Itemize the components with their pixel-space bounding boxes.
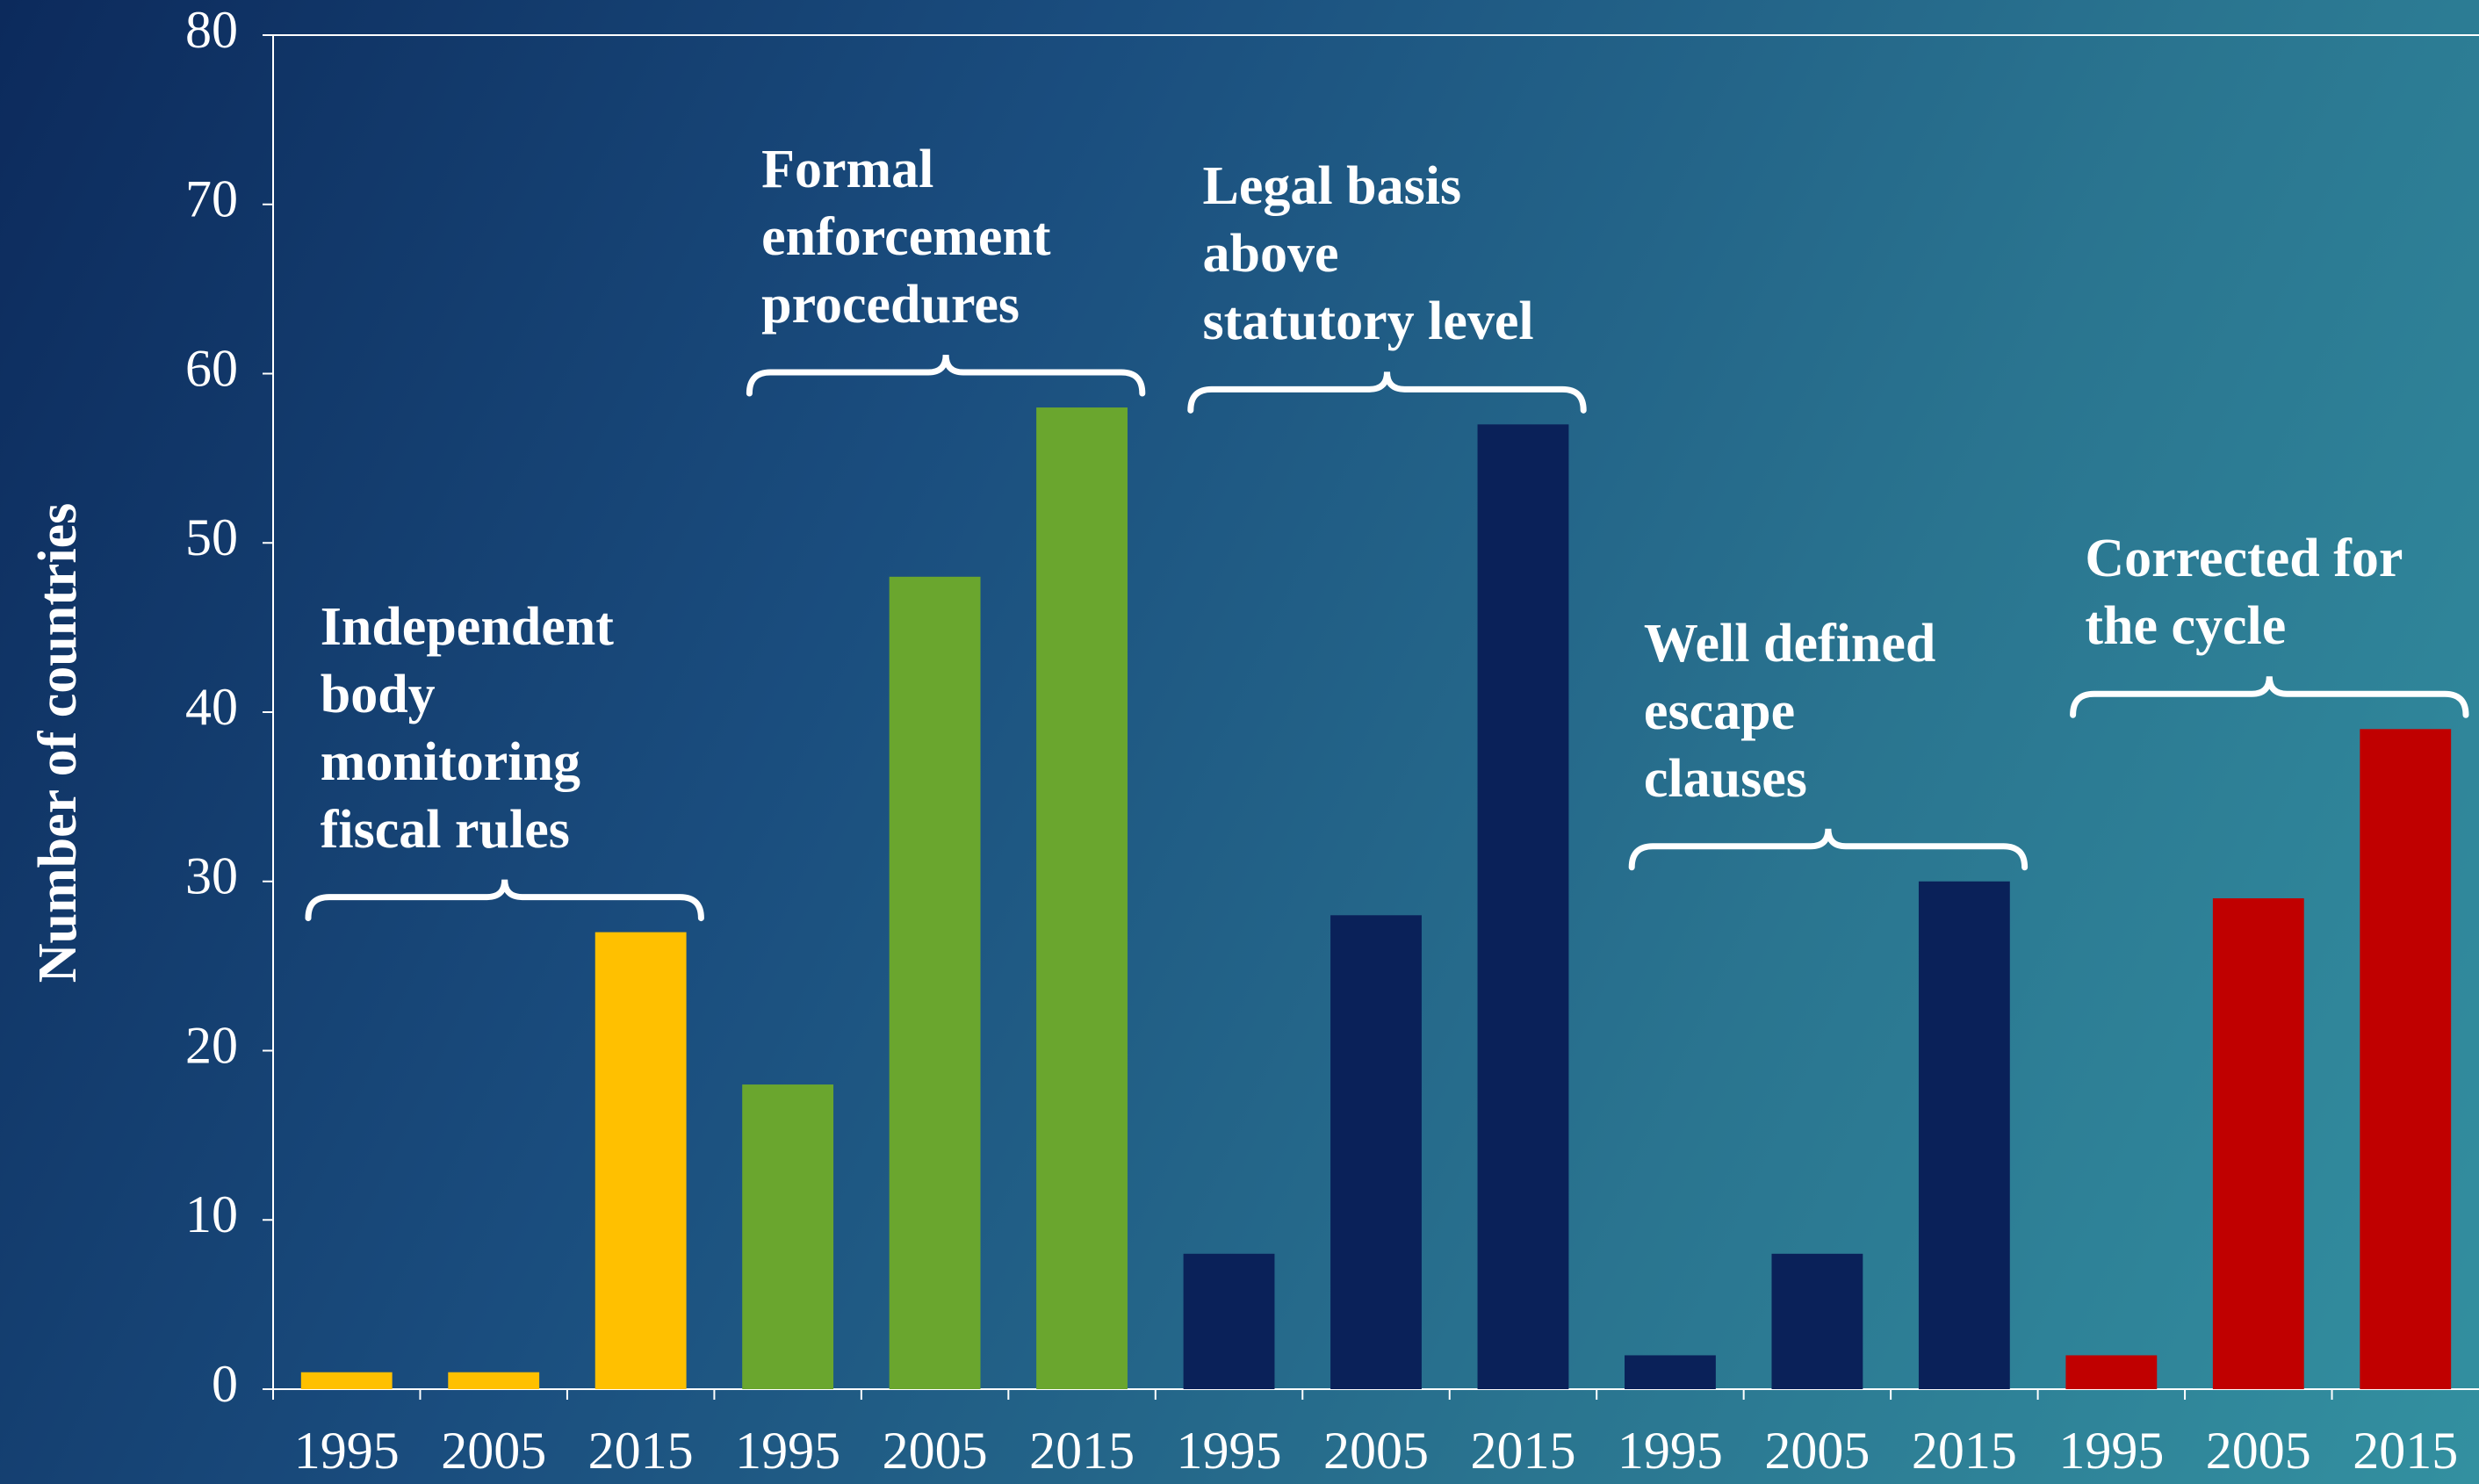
y-tick-label: 0 xyxy=(212,1355,238,1413)
group-label: Well defined escape clauses xyxy=(1643,613,1936,809)
bar xyxy=(889,576,981,1389)
group-label: Formal enforcement procedures xyxy=(761,140,1051,335)
bar xyxy=(1330,915,1422,1389)
brace xyxy=(1187,371,1587,414)
bar xyxy=(1771,1253,1863,1389)
y-tick-label: 10 xyxy=(185,1185,238,1243)
x-tick-label: 2005 xyxy=(2206,1422,2311,1480)
y-tick-label: 20 xyxy=(185,1016,238,1074)
x-tick-label: 2015 xyxy=(1029,1422,1135,1480)
bar xyxy=(1036,407,1128,1389)
x-tick-label: 2015 xyxy=(2353,1422,2458,1480)
bar xyxy=(300,1372,393,1389)
bar xyxy=(1477,424,1569,1390)
bar xyxy=(1183,1253,1275,1389)
bar xyxy=(448,1372,540,1389)
x-tick-label: 2005 xyxy=(883,1422,988,1480)
y-axis-label: Number of countries xyxy=(28,503,88,983)
group-label: Corrected for the cycle xyxy=(2085,529,2403,657)
x-tick-label: 1995 xyxy=(1177,1422,1282,1480)
group-label: Independent body monitoring fiscal rules xyxy=(320,596,614,860)
bar xyxy=(2360,729,2452,1389)
group-label: Legal basis above statutory level xyxy=(1202,156,1534,352)
y-tick-label: 80 xyxy=(185,1,238,59)
x-tick-label: 2015 xyxy=(588,1422,694,1480)
y-tick-label: 30 xyxy=(185,847,238,905)
x-tick-label: 2005 xyxy=(1764,1422,1870,1480)
x-tick-label: 1995 xyxy=(735,1422,840,1480)
bar xyxy=(2065,1355,2158,1389)
x-tick-label: 2015 xyxy=(1470,1422,1575,1480)
x-tick-label: 2015 xyxy=(1912,1422,2017,1480)
bar xyxy=(1625,1355,1716,1389)
x-tick-label: 2005 xyxy=(441,1422,546,1480)
bar xyxy=(1918,881,2010,1389)
bar xyxy=(595,932,687,1389)
brace xyxy=(305,879,704,922)
y-tick-label: 50 xyxy=(185,508,238,566)
y-tick-label: 60 xyxy=(185,339,238,397)
x-tick-label: 1995 xyxy=(1618,1422,1723,1480)
brace xyxy=(746,354,1146,397)
y-tick-label: 40 xyxy=(185,678,238,736)
x-tick-label: 1995 xyxy=(294,1422,400,1480)
bar xyxy=(2212,898,2304,1389)
brace xyxy=(2070,676,2469,718)
brace xyxy=(1628,828,2029,871)
x-tick-label: 1995 xyxy=(2058,1422,2164,1480)
x-tick-label: 2005 xyxy=(1323,1422,1429,1480)
bar xyxy=(742,1084,834,1389)
y-tick-label: 70 xyxy=(185,170,238,228)
